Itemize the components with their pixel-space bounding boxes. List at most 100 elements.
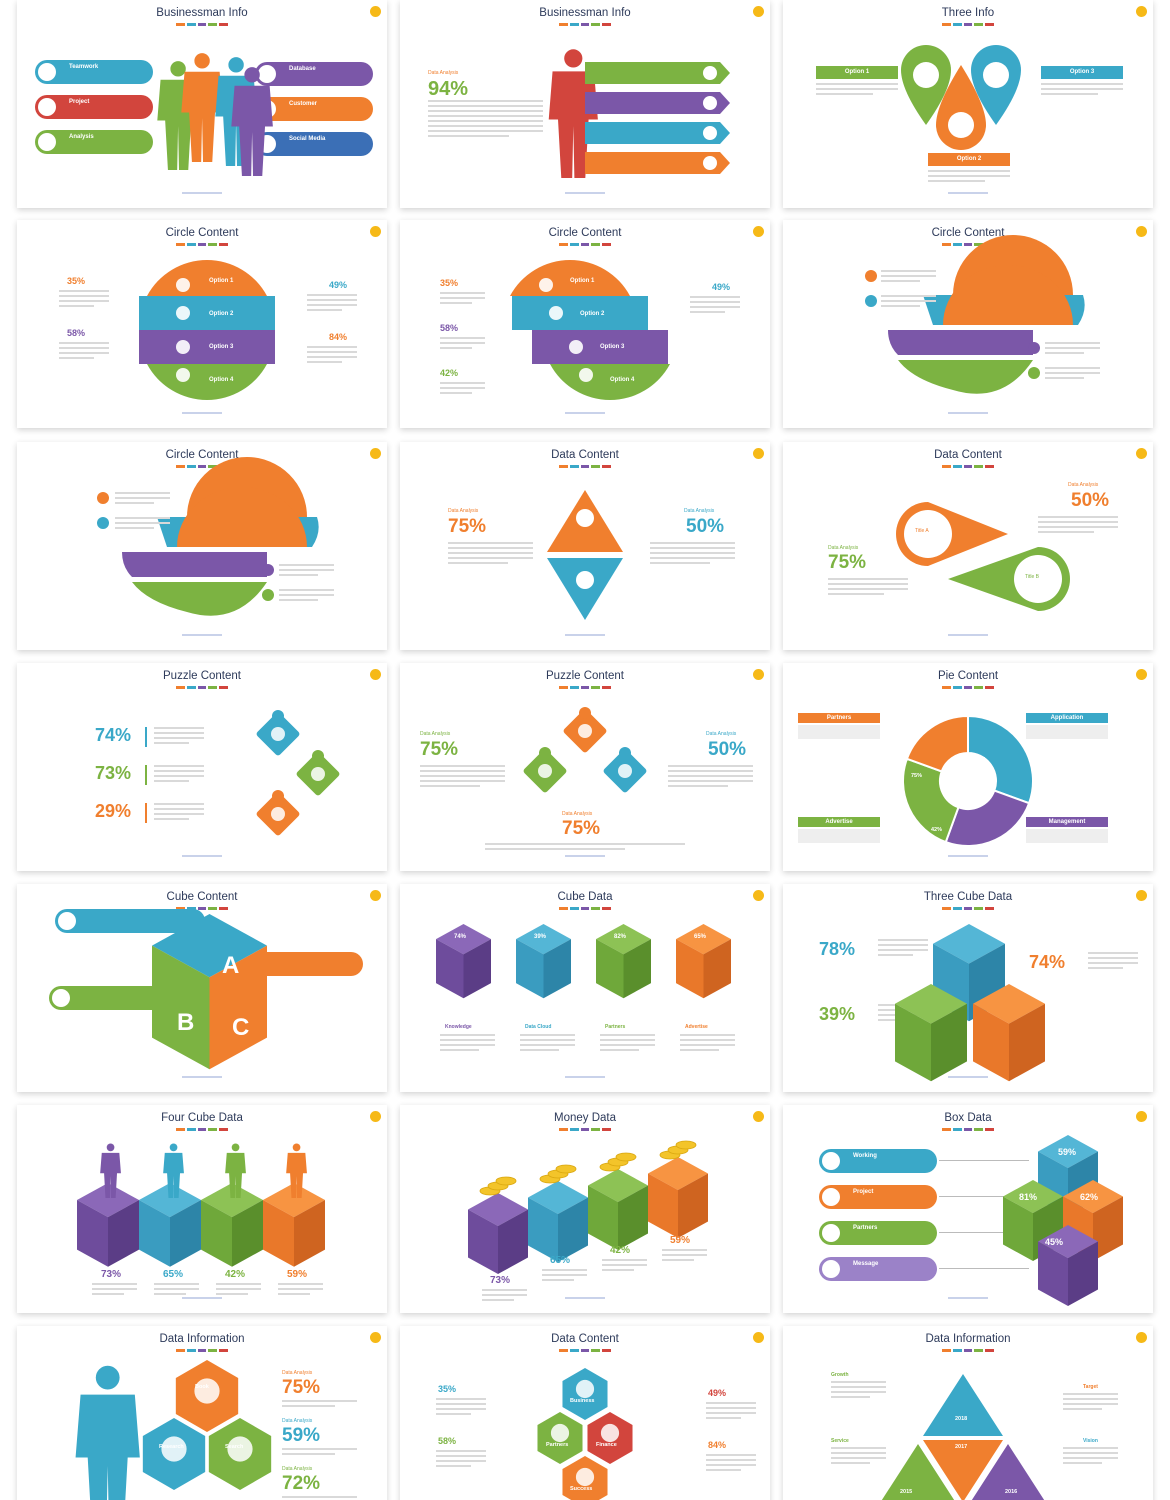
percentage-label: 78% xyxy=(819,939,856,959)
money-cube-left xyxy=(588,1185,618,1250)
pie-label-box: Advertise xyxy=(798,817,880,827)
cube-label: Knowledge xyxy=(445,1024,472,1030)
triangle-left xyxy=(881,1444,955,1500)
data-cube-right xyxy=(543,939,571,999)
slide-title: Data Content xyxy=(551,1333,619,1345)
donut-segment xyxy=(944,789,1031,847)
text-placeholder xyxy=(831,1447,886,1467)
band-4 xyxy=(898,360,1033,394)
hex-icon xyxy=(161,1436,187,1462)
caption: Data Analysis xyxy=(420,731,451,737)
cube-right-left xyxy=(973,1003,1009,1082)
footer-line xyxy=(182,1076,222,1078)
text-line xyxy=(428,115,543,117)
color-bar xyxy=(219,23,228,26)
box-pill: Message xyxy=(819,1257,937,1281)
text-line xyxy=(482,1294,527,1296)
footer-line xyxy=(948,634,988,636)
puzzle-tab xyxy=(539,747,551,759)
percentage-label: 65% xyxy=(163,1269,184,1280)
color-bar xyxy=(591,23,601,26)
text-line xyxy=(1088,962,1138,964)
check-icon xyxy=(262,564,274,576)
text-placeholder xyxy=(307,294,357,314)
band-icon xyxy=(549,306,563,320)
text-line xyxy=(881,275,936,277)
text-line xyxy=(279,569,334,571)
caption: Data Analysis xyxy=(448,508,479,514)
banner-icon xyxy=(703,66,717,80)
businessman-silhouette xyxy=(75,1365,140,1500)
footer-line xyxy=(565,1076,605,1078)
text-line xyxy=(1045,352,1084,354)
person-cube-left xyxy=(139,1200,170,1267)
color-bar xyxy=(942,465,951,468)
puzzle-tab xyxy=(619,747,631,759)
color-bar xyxy=(559,1349,568,1352)
color-bar xyxy=(942,1128,951,1131)
slide-thumbnail: Data Content Business Partners Finance Succe… xyxy=(400,1326,770,1500)
text-line xyxy=(59,290,109,292)
slide-number-badge xyxy=(753,1332,764,1343)
triangle-year: 2016 xyxy=(1005,1489,1018,1495)
slide-thumbnail: Circle Content xyxy=(17,442,387,650)
title-color-bars xyxy=(559,1128,611,1131)
color-bar xyxy=(963,1349,973,1352)
text-line xyxy=(831,1447,886,1449)
band-icon xyxy=(539,278,553,292)
body xyxy=(231,85,273,176)
percentage-label: 75% xyxy=(448,516,487,537)
footer-line xyxy=(182,412,222,414)
footer-line xyxy=(565,192,605,194)
data-cube-left xyxy=(676,939,704,999)
puzzle-pieces xyxy=(256,710,340,836)
percentage-label: 58% xyxy=(440,323,459,333)
text-line xyxy=(307,361,342,363)
data-cube-left xyxy=(596,939,624,999)
slide-number-badge xyxy=(1136,1111,1147,1122)
color-bar xyxy=(602,907,611,910)
color-bar xyxy=(942,1349,951,1352)
color-bar xyxy=(602,23,611,26)
cube-stack xyxy=(895,924,1045,1082)
pill-icon xyxy=(822,1188,840,1206)
text-line xyxy=(282,1453,335,1455)
text-placeholder xyxy=(59,342,109,362)
pin-tag: Title B xyxy=(1025,574,1039,580)
connector-line xyxy=(939,1160,1029,1161)
cube-letter: A xyxy=(222,952,240,979)
slide-thumbnail: Three Info Option 1 Option 3 Option 2 xyxy=(783,0,1153,208)
color-bar xyxy=(208,23,218,26)
box-cube-bottom-left xyxy=(1038,1241,1068,1306)
text-line xyxy=(278,1283,323,1285)
check-circle xyxy=(865,270,877,282)
color-bar xyxy=(208,465,218,468)
slide-number-badge xyxy=(753,6,764,17)
text-line xyxy=(881,295,936,297)
text-line xyxy=(878,949,928,951)
pie-label-box: Partners xyxy=(798,713,880,723)
text-line xyxy=(59,342,109,344)
footer-line xyxy=(565,412,605,414)
data-cube-right xyxy=(703,939,731,999)
percentage-label: 75% xyxy=(828,552,867,573)
text-line xyxy=(816,93,874,95)
color-bar xyxy=(602,686,611,689)
color-bar xyxy=(580,1349,590,1352)
option-label: Option 4 xyxy=(209,377,234,383)
slide-number-badge xyxy=(370,226,381,237)
head xyxy=(228,57,244,73)
text-placeholder xyxy=(1063,1393,1118,1413)
title-color-bars xyxy=(559,243,611,246)
donut-segment xyxy=(967,714,1034,805)
text-placeholder xyxy=(59,290,109,310)
color-bar xyxy=(186,465,196,468)
head xyxy=(564,49,583,68)
color-bar xyxy=(974,907,984,910)
percentage-label: 59% xyxy=(282,1425,321,1446)
color-bar xyxy=(985,23,994,26)
slide-thumbnail: Cube Content A B C xyxy=(17,884,387,1092)
text-line xyxy=(542,1279,574,1281)
color-bar xyxy=(219,243,228,246)
text-line xyxy=(662,1254,707,1256)
